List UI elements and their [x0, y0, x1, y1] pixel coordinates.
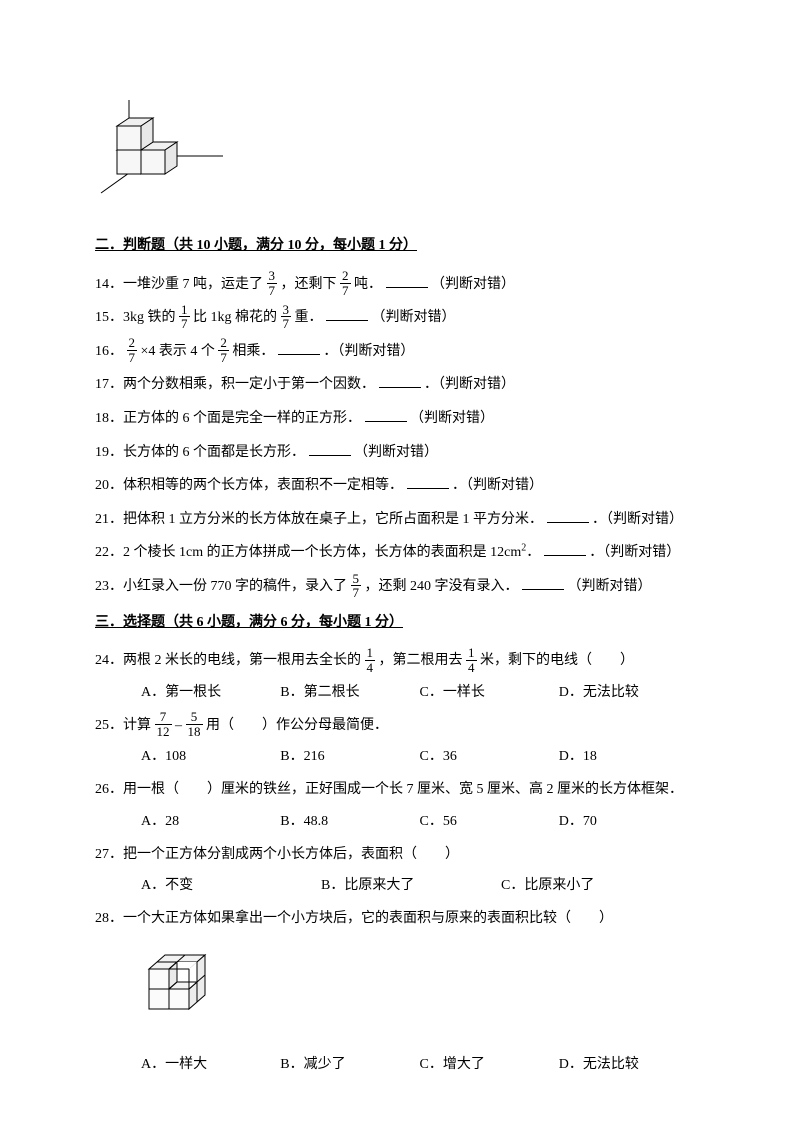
fraction: 27 [218, 336, 229, 364]
fraction: 518 [186, 710, 203, 738]
answer-blank[interactable] [407, 475, 449, 489]
q15-text-b: 比 1kg 棉花的 [193, 310, 277, 325]
q17-tag: ．（判断对错） [424, 377, 515, 392]
q25-opt-b[interactable]: B．216 [280, 742, 419, 773]
answer-blank[interactable] [326, 307, 368, 321]
q26-opt-a[interactable]: A．28 [141, 807, 280, 838]
answer-blank[interactable] [278, 341, 320, 355]
answer-blank[interactable] [365, 408, 407, 422]
figure-stacked-cubes [95, 100, 698, 207]
fraction: 17 [179, 303, 190, 331]
fraction: 27 [340, 269, 351, 297]
q23-text-b: ，还剩 240 字没有录入． [365, 579, 519, 594]
q26-opt-d[interactable]: D．70 [559, 807, 698, 838]
q24-options: A．第一根长 B．第二根长 C．一样长 D．无法比较 [141, 678, 698, 709]
q26-opt-b[interactable]: B．48.8 [280, 807, 419, 838]
q18-text-a: 18．正方体的 6 个面是完全一样的正方形． [95, 411, 361, 426]
fraction: 712 [155, 710, 172, 738]
section3-title: 三．选择题（共 6 小题，满分 6 分，每小题 1 分） [95, 608, 698, 639]
answer-blank[interactable] [522, 576, 564, 590]
q16-text-c: 相乘． [232, 344, 274, 359]
q28: 28．一个大正方体如果拿出一个小方块后，它的表面积与原来的表面积比较（ ） [95, 902, 698, 936]
section2-title: 二．判断题（共 10 小题，满分 10 分，每小题 1 分） [95, 231, 698, 262]
q22-text-b: ． [526, 545, 540, 560]
q20: 20．体积相等的两个长方体，表面积不一定相等． ．（判断对错） [95, 469, 698, 503]
q24-opt-a[interactable]: A．第一根长 [141, 678, 280, 709]
q23-text-a: 23．小红录入一份 770 字的稿件，录入了 [95, 579, 347, 594]
q15-tag: （判断对错） [372, 310, 456, 325]
q25-opt-d[interactable]: D．18 [559, 742, 698, 773]
q28-opt-c[interactable]: C．增大了 [420, 1050, 559, 1081]
q18-tag: （判断对错） [410, 411, 494, 426]
answer-blank[interactable] [544, 542, 586, 556]
q22-tag: ．（判断对错） [589, 545, 680, 560]
q15: 15．3kg 铁的 17 比 1kg 棉花的 37 重． （判断对错） [95, 301, 698, 335]
answer-blank[interactable] [309, 442, 351, 456]
q24-opt-d[interactable]: D．无法比较 [559, 678, 698, 709]
q25-opt-a[interactable]: A．108 [141, 742, 280, 773]
q20-text-a: 20．体积相等的两个长方体，表面积不一定相等． [95, 478, 403, 493]
q15-text-a: 15．3kg 铁的 [95, 310, 176, 325]
q27-opt-a[interactable]: A．不变 [141, 871, 321, 902]
q25-options: A．108 B．216 C．36 D．18 [141, 742, 698, 773]
q25: 25．计算 712 – 518 用（ ）作公分母最简便． [95, 709, 698, 743]
q16-tag: ．（判断对错） [323, 344, 414, 359]
q23-tag: （判断对错） [568, 579, 652, 594]
fraction: 27 [127, 336, 138, 364]
q19: 19．长方体的 6 个面都是长方形． （判断对错） [95, 436, 698, 470]
q25-mid: – [175, 718, 186, 733]
q27-opt-b[interactable]: B．比原来大了 [321, 871, 501, 902]
fraction: 14 [365, 646, 376, 674]
q24-opt-c[interactable]: C．一样长 [420, 678, 559, 709]
q22: 22．2 个棱长 1cm 的正方体拼成一个长方体，长方体的表面积是 12cm2．… [95, 536, 698, 570]
q16: 16． 27 ×4 表示 4 个 27 相乘． ．（判断对错） [95, 335, 698, 369]
q25-opt-c[interactable]: C．36 [420, 742, 559, 773]
q20-tag: ．（判断对错） [452, 478, 543, 493]
fraction: 37 [281, 303, 292, 331]
q19-text-a: 19．长方体的 6 个面都是长方形． [95, 445, 305, 460]
answer-blank[interactable] [386, 274, 428, 288]
q26: 26．用一根（ ）厘米的铁丝，正好围成一个长 7 厘米、宽 5 厘米、高 2 厘… [95, 773, 698, 807]
q21: 21．把体积 1 立方分米的长方体放在桌子上，它所占面积是 1 平方分米． ．（… [95, 503, 698, 537]
q24-text-c: 米，剩下的电线（ ） [480, 653, 634, 668]
fraction: 57 [351, 572, 362, 600]
q28-opt-a[interactable]: A．一样大 [141, 1050, 280, 1081]
q27: 27．把一个正方体分割成两个小长方体后，表面积（ ） [95, 838, 698, 872]
q14-tag: （判断对错） [431, 277, 515, 292]
fraction: 14 [466, 646, 477, 674]
q21-text-a: 21．把体积 1 立方分米的长方体放在桌子上，它所占面积是 1 平方分米． [95, 512, 543, 527]
q14: 14．一堆沙重 7 吨，运走了 37 ，还剩下 27 吨． （判断对错） [95, 268, 698, 302]
answer-blank[interactable] [547, 509, 589, 523]
q15-text-c: 重． [295, 310, 323, 325]
q22-text-a: 22．2 个棱长 1cm 的正方体拼成一个长方体，长方体的表面积是 12cm [95, 545, 521, 560]
q16-text-b: ×4 表示 4 个 [141, 344, 215, 359]
answer-blank[interactable] [379, 374, 421, 388]
q23: 23．小红录入一份 770 字的稿件，录入了 57 ，还剩 240 字没有录入．… [95, 570, 698, 604]
q26-opt-c[interactable]: C．56 [420, 807, 559, 838]
q24-text-b: ，第二根用去 [379, 653, 463, 668]
q25-text-b: 用（ ）作公分母最简便． [206, 718, 388, 733]
q28-options: A．一样大 B．减少了 C．增大了 D．无法比较 [141, 1050, 698, 1081]
q19-tag: （判断对错） [354, 445, 438, 460]
q16-text-a: 16． [95, 344, 123, 359]
figure-corner-cube [141, 945, 698, 1036]
q21-tag: ．（判断对错） [592, 512, 683, 527]
q24: 24．两根 2 米长的电线，第一根用去全长的 14 ，第二根用去 14 米，剩下… [95, 644, 698, 678]
q24-text-a: 24．两根 2 米长的电线，第一根用去全长的 [95, 653, 361, 668]
q17-text-a: 17．两个分数相乘，积一定小于第一个因数． [95, 377, 375, 392]
q28-opt-d[interactable]: D．无法比较 [559, 1050, 698, 1081]
q14-text-b: ，还剩下 [281, 277, 337, 292]
page: 二．判断题（共 10 小题，满分 10 分，每小题 1 分） 14．一堆沙重 7… [0, 0, 793, 1141]
q18: 18．正方体的 6 个面是完全一样的正方形． （判断对错） [95, 402, 698, 436]
q27-options: A．不变 B．比原来大了 C．比原来小了 [141, 871, 698, 902]
q14-text-a: 14．一堆沙重 7 吨，运走了 [95, 277, 263, 292]
q26-options: A．28 B．48.8 C．56 D．70 [141, 807, 698, 838]
fraction: 37 [267, 269, 278, 297]
q14-text-c: 吨． [354, 277, 382, 292]
q25-text-a: 25．计算 [95, 718, 151, 733]
q27-opt-c[interactable]: C．比原来小了 [501, 871, 681, 902]
q24-opt-b[interactable]: B．第二根长 [280, 678, 419, 709]
q17: 17．两个分数相乘，积一定小于第一个因数． ．（判断对错） [95, 368, 698, 402]
q28-opt-b[interactable]: B．减少了 [280, 1050, 419, 1081]
